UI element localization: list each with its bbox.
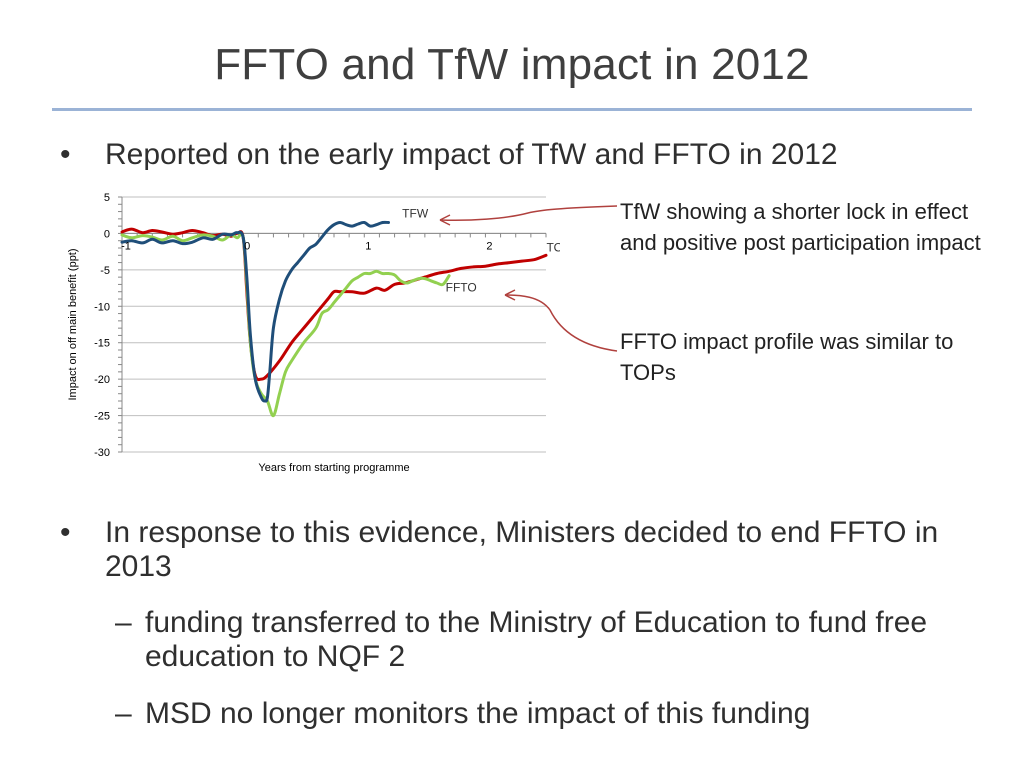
y-tick-label: -20 bbox=[94, 374, 110, 386]
title-divider bbox=[52, 108, 972, 111]
series-label: FFTO bbox=[446, 281, 477, 295]
series-line-tops bbox=[120, 227, 548, 382]
sub-bullet-text: funding transferred to the Ministry of E… bbox=[145, 606, 928, 673]
y-tick-label: 0 bbox=[104, 228, 110, 240]
series-line-ffto bbox=[120, 232, 451, 418]
y-tick-label: -5 bbox=[100, 265, 110, 277]
chart-axes bbox=[118, 196, 547, 453]
bullet-item: • In response to this evidence, Minister… bbox=[60, 516, 960, 584]
x-axis-title: Years from starting programme bbox=[258, 462, 409, 474]
sub-bullet-marker: – bbox=[115, 697, 132, 730]
sub-bullet-item: – MSD no longer monitors the impact of t… bbox=[115, 697, 935, 731]
ffto-annotation-note: FFTO impact profile was similar to TOPs bbox=[620, 329, 954, 385]
slide-title: FFTO and TfW impact in 2012 bbox=[214, 40, 810, 89]
x-tick-label: 1 bbox=[365, 240, 371, 252]
y-tick-label: -30 bbox=[94, 447, 110, 459]
sub-bullet-text: MSD no longer monitors the impact of thi… bbox=[145, 697, 811, 730]
bullet-item: • Reported on the early impact of TfW an… bbox=[60, 138, 960, 172]
y-tick-label: 5 bbox=[104, 192, 110, 204]
x-tick-label: -1 bbox=[121, 240, 131, 252]
chart-series bbox=[120, 220, 548, 418]
y-tick-label: -10 bbox=[94, 301, 110, 313]
y-tick-label: -25 bbox=[94, 411, 110, 423]
x-tick-label: 2 bbox=[486, 240, 492, 252]
bullet-marker: • bbox=[60, 138, 71, 171]
series-line-tfw bbox=[120, 220, 390, 403]
bullet-marker: • bbox=[60, 516, 71, 549]
bullet-text: Reported on the early impact of TfW and … bbox=[105, 138, 838, 171]
sub-bullet-marker: – bbox=[115, 606, 132, 639]
series-label: TOPs bbox=[547, 241, 560, 255]
y-tick-label: -15 bbox=[94, 338, 110, 350]
sub-bullet-item: – funding transferred to the Ministry of… bbox=[115, 606, 935, 674]
bullet-text: In response to this evidence, Ministers … bbox=[105, 516, 939, 583]
series-label: TFW bbox=[402, 206, 429, 220]
y-axis-title: Impact on off main benefit (ppt) bbox=[67, 248, 79, 400]
x-tick-label: 0 bbox=[244, 240, 250, 252]
tfw-annotation-note: TfW showing a shorter lock in effect and… bbox=[620, 199, 981, 255]
